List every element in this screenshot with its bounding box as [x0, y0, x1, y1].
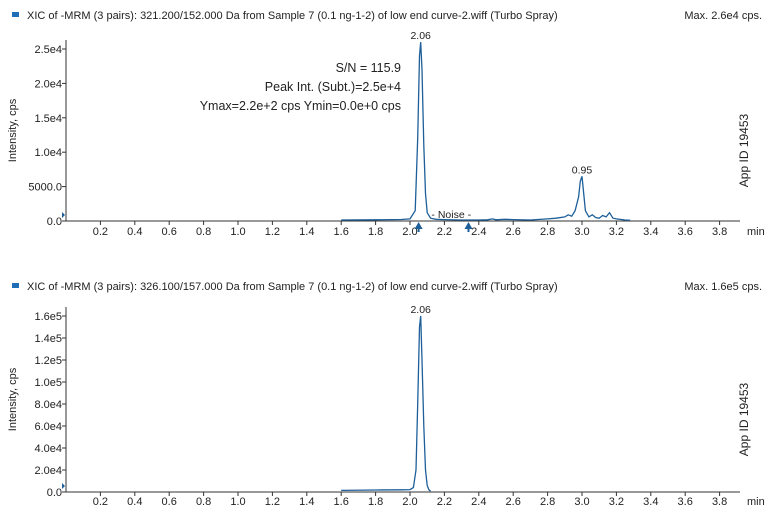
chart-2-x-tick-label: 3.6: [678, 496, 693, 505]
chart-2-x-tick-label: 2.0: [402, 496, 417, 505]
chart-1-x-tick-label: 0.6: [162, 226, 177, 238]
chart-1-x-tick-label: 1.2: [265, 226, 280, 238]
chart-2-y-tick-label: 1.0e5: [34, 377, 62, 389]
chart-1-x-tick-label: 2.0: [402, 226, 417, 238]
chart-2-y-tick-label: 0.0: [47, 487, 62, 499]
chart-2-x-tick-label: 1.2: [265, 496, 280, 505]
chart-2-x-tick-label: 3.8: [712, 496, 727, 505]
chart-2-x-tick-label: 1.4: [299, 496, 314, 505]
chart-2-x-tick-label: 0.6: [162, 496, 177, 505]
chart-2-x-tick-label: 0.2: [93, 496, 108, 505]
chart-1-y-axis-label: Intensity, cps: [7, 98, 19, 162]
chart-1-x-tick-label: 3.2: [609, 226, 624, 238]
chart-2-x-unit: min: [747, 496, 765, 505]
chart-1-y-tick-label: 1.5e4: [34, 113, 62, 125]
chart-1-title-marker: [12, 12, 19, 17]
chart-2-title: XIC of -MRM (3 pairs): 326.100/157.000 D…: [27, 281, 558, 293]
chart-2-x-tick-label: 3.0: [574, 496, 589, 505]
chart-2-y-tick-label: 8.0e4: [34, 399, 62, 411]
chart-1-x-tick-label: 1.0: [230, 226, 245, 238]
chart-1-x-tick-label: 1.6: [334, 226, 349, 238]
chart-2-x-tick-label: 2.4: [471, 496, 486, 505]
chart-1-x-tick-label: 0.8: [196, 226, 211, 238]
chart-2-x-tick-label: 3.4: [643, 496, 658, 505]
chart-1-noise-marker: [464, 222, 473, 229]
chart-1-x-tick-label: 3.4: [643, 226, 658, 238]
chart-2-x-tick-label: 1.6: [334, 496, 349, 505]
chart-2-y-tick-label: 1.4e5: [34, 333, 62, 345]
chart-1-noise-marker: [414, 222, 423, 229]
chart-1-x-tick-label: 2.6: [506, 226, 521, 238]
chart-1-x-tick-label: 0.4: [127, 226, 142, 238]
chart-2-watermark: App ID 19453: [737, 382, 751, 456]
chart-1-y-tick-label: 5000.0: [28, 182, 62, 194]
chart-1-x-tick-label: 3.0: [574, 226, 589, 238]
chart-2-origin-marker: [62, 483, 65, 489]
chart-2-title-marker: [12, 283, 19, 288]
chart-1-series-1-trace: [341, 42, 631, 221]
chart-2-x-tick-label: 2.8: [540, 496, 555, 505]
chart-2-y-tick-label: 1.2e5: [34, 355, 62, 367]
chart-1-x-tick-label: 2.2: [437, 226, 452, 238]
chart-1-watermark: App ID 19453: [737, 113, 751, 187]
chart-1-y-tick-label: 0.0: [47, 216, 62, 228]
chart-2-x-tick-label: 2.2: [437, 496, 452, 505]
chart-1-y-tick-label: 2.0e4: [34, 78, 62, 90]
chart-2-series-1-trace: [341, 315, 431, 492]
chart-2-peak-label: 2.06: [410, 304, 431, 316]
chart-1-x-tick-label: 3.6: [678, 226, 693, 238]
chart-1-noise-label: - Noise -: [431, 209, 471, 221]
chart-1-max-label: Max. 2.6e4 cps.: [684, 10, 762, 22]
chart-1-x-tick-label: 0.2: [93, 226, 108, 238]
chart-2-y-tick-label: 2.0e4: [34, 465, 62, 477]
chart-1-annotation: S/N = 115.9: [336, 61, 401, 75]
chart-1-x-tick-label: 1.8: [368, 226, 383, 238]
chart-2-y-axis-label: Intensity, cps: [7, 367, 19, 431]
chart-2-x-tick-label: 0.4: [127, 496, 142, 505]
chart-2-y-tick-label: 6.0e4: [34, 421, 62, 433]
chart-1-title: XIC of -MRM (3 pairs): 321.200/152.000 D…: [27, 10, 558, 22]
chart-1-x-unit: min: [747, 226, 765, 238]
chart-1-x-tick-label: 2.8: [540, 226, 555, 238]
chart-2-max-label: Max. 1.6e5 cps.: [684, 281, 762, 293]
chart-2-x-tick-label: 1.0: [230, 496, 245, 505]
chart-2-x-tick-label: 1.8: [368, 496, 383, 505]
chart-1-x-tick-label: 2.4: [471, 226, 486, 238]
chart-2-y-tick-label: 4.0e4: [34, 443, 62, 455]
chart-1-origin-marker: [62, 212, 65, 218]
chart-2-x-tick-label: 0.8: [196, 496, 211, 505]
chart-1-y-tick-label: 2.5e4: [34, 44, 62, 56]
chart-1-annotation: Peak Int. (Subt.)=2.5e+4: [265, 80, 401, 94]
chart-1-annotation: Ymax=2.2e+2 cps Ymin=0.0e+0 cps: [200, 99, 401, 113]
chart-1-x-tick-label: 3.8: [712, 226, 727, 238]
chart-2-x-tick-label: 3.2: [609, 496, 624, 505]
chart-2-y-tick-label: 1.6e5: [34, 311, 62, 323]
chart-1-peak-label: 2.06: [410, 30, 431, 42]
chart-1-peak-label: 0.95: [572, 164, 593, 176]
chart-1-y-tick-label: 1.0e4: [34, 147, 62, 159]
chart-2-x-tick-label: 2.6: [506, 496, 521, 505]
chart-1-x-tick-label: 1.4: [299, 226, 314, 238]
